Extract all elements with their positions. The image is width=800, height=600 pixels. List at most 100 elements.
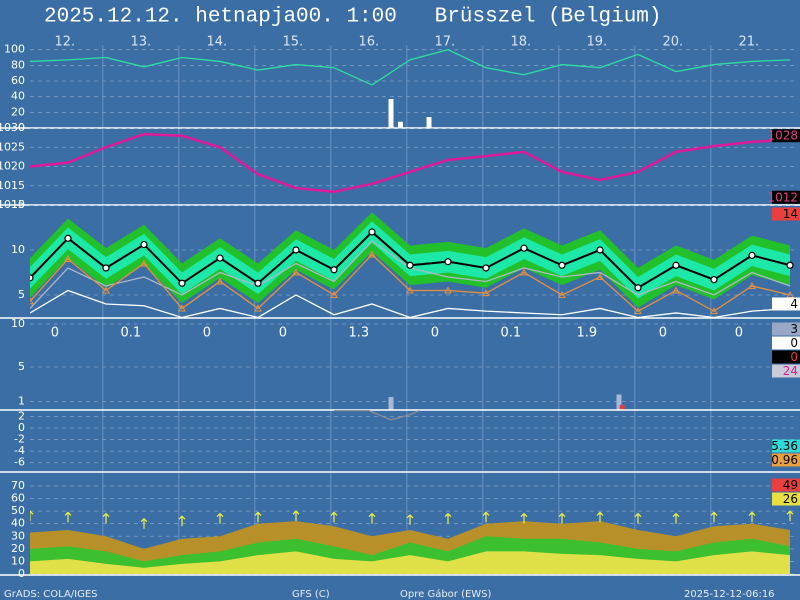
wind-arrow <box>444 512 452 524</box>
dot <box>482 264 490 272</box>
triangle <box>444 286 452 294</box>
side-label: 49 <box>783 478 798 492</box>
triangle <box>254 304 262 312</box>
triangle <box>406 286 414 294</box>
dot <box>216 254 224 262</box>
dot <box>520 244 528 252</box>
wind-arrow <box>596 511 604 523</box>
daily-total: 0 <box>203 326 211 341</box>
y-tick-label: 40 <box>11 90 25 103</box>
y-tick-label: 2 <box>18 409 25 422</box>
panel <box>30 49 795 128</box>
y-tick-label: 0 <box>18 421 25 434</box>
daily-total: 0.1 <box>500 326 521 341</box>
line <box>30 253 791 312</box>
panel <box>30 485 795 575</box>
triangle <box>102 286 110 294</box>
daily-total: 0 <box>659 326 667 341</box>
side-label: 26 <box>783 492 798 506</box>
wind-arrow <box>406 514 414 525</box>
y-tick-label: 5 <box>18 288 25 301</box>
footer-text: GrADS: COLA/IGES <box>4 589 98 600</box>
side-label-box <box>772 207 800 221</box>
y-tick-label: 10 <box>11 317 25 330</box>
triangle <box>216 277 224 285</box>
wind-arrow <box>786 510 794 522</box>
daily-total: 1.9 <box>576 326 597 341</box>
wind-arrow <box>254 511 262 523</box>
day-label: 13. <box>130 35 151 50</box>
y-tick-label: -2 <box>14 433 25 446</box>
panel <box>30 323 795 410</box>
wind-arrow <box>520 512 528 524</box>
triangle <box>482 289 490 297</box>
day-label: 15. <box>282 35 303 50</box>
wind-arrow <box>330 511 338 523</box>
dot <box>64 234 72 242</box>
wind-arrow <box>216 512 224 524</box>
dot <box>30 274 34 282</box>
day-label: 14. <box>206 35 227 50</box>
triangle <box>672 286 680 294</box>
y-tick-label: 1020 <box>0 160 25 173</box>
wind-arrow <box>634 512 642 524</box>
triangle <box>330 290 338 298</box>
daily-total: 0 <box>279 326 287 341</box>
triangle <box>520 268 528 276</box>
side-label-box <box>772 190 800 204</box>
y-tick-label: 50 <box>11 504 25 517</box>
bar <box>619 404 625 410</box>
dot <box>330 266 338 274</box>
side-label: 1028 <box>767 129 798 143</box>
side-label-box <box>772 129 800 143</box>
wind-arrow <box>558 512 566 524</box>
side-label-box <box>772 492 800 506</box>
line <box>334 410 420 421</box>
dot <box>444 258 452 266</box>
daily-total: 0 <box>51 326 59 341</box>
side-label-box <box>772 364 800 378</box>
side-label: 14 <box>783 207 798 221</box>
day-label: 20. <box>662 35 683 50</box>
dot <box>368 228 376 236</box>
footer-text: Opre Gábor (EWS) <box>400 588 492 600</box>
wind-arrow <box>140 517 148 529</box>
wind-arrow <box>482 511 490 523</box>
daily-total: 1.3 <box>348 326 369 341</box>
line <box>30 49 791 86</box>
footer-text: GFS (C) <box>292 589 330 600</box>
y-tick-label: 100 <box>4 43 25 56</box>
wind-arrow <box>102 512 110 524</box>
triangle <box>30 297 34 305</box>
day-label: 18. <box>510 35 531 50</box>
triangle <box>64 254 72 262</box>
y-tick-label: 1 <box>18 394 25 407</box>
day-label: 17. <box>434 35 455 50</box>
y-tick-label: 20 <box>11 542 25 555</box>
day-label: 21. <box>738 35 759 50</box>
dot <box>786 261 794 269</box>
y-tick-label: 1025 <box>0 140 25 153</box>
wind-arrow <box>64 511 72 523</box>
dot <box>254 279 262 287</box>
bar <box>398 121 403 128</box>
y-tick-label: 0 <box>18 567 25 580</box>
y-tick-label: 40 <box>11 517 25 530</box>
bar <box>388 99 394 128</box>
y-tick-label: 10 <box>11 554 25 567</box>
side-label: 1012 <box>767 190 798 204</box>
y-tick-label: 30 <box>11 529 25 542</box>
side-label-box <box>772 336 800 350</box>
wind-arrow <box>710 511 718 523</box>
side-label-box <box>772 350 800 364</box>
dot <box>748 251 756 259</box>
triangle <box>368 250 376 258</box>
side-label-box <box>772 453 800 467</box>
triangle <box>140 259 148 267</box>
side-label: 0 <box>790 350 798 364</box>
side-label: 5.36 <box>771 439 798 453</box>
side-label: 0 <box>790 336 798 350</box>
side-label: 3 <box>790 322 798 336</box>
